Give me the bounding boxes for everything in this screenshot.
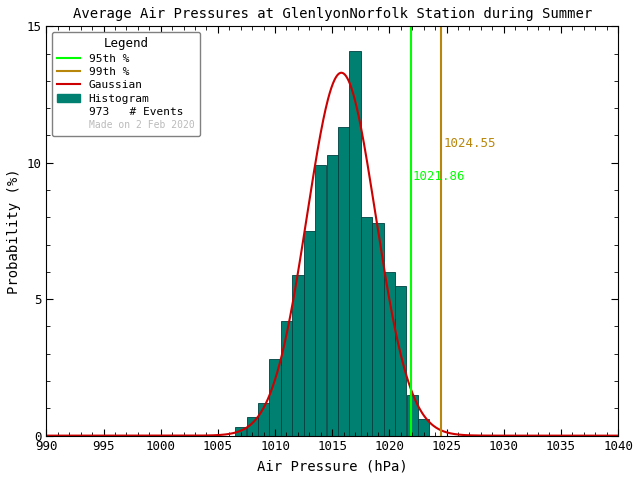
Bar — [338, 127, 349, 436]
Bar — [258, 403, 269, 436]
Gaussian — [42, 433, 50, 439]
Bar — [372, 223, 383, 436]
Bar — [361, 217, 372, 436]
Gaussian — [489, 433, 497, 439]
Gaussian — [337, 70, 345, 76]
Bar — [246, 417, 258, 436]
Bar — [396, 286, 406, 436]
Gaussian — [614, 433, 622, 439]
X-axis label: Air Pressure (hPa): Air Pressure (hPa) — [257, 459, 408, 473]
99th % — [438, 433, 445, 439]
Gaussian — [436, 427, 444, 432]
95th % — [407, 433, 415, 439]
Title: Average Air Pressures at GlenlyonNorfolk Station during Summer: Average Air Pressures at GlenlyonNorfolk… — [72, 7, 592, 21]
Bar — [326, 155, 338, 436]
Bar — [235, 428, 246, 436]
Bar — [418, 419, 429, 436]
Bar — [292, 275, 303, 436]
Text: 1021.86: 1021.86 — [413, 170, 465, 183]
Y-axis label: Probability (%): Probability (%) — [7, 168, 21, 294]
Legend: 95th %, 99th %, Gaussian, Histogram, 973   # Events, Made on 2 Feb 2020: 95th %, 99th %, Gaussian, Histogram, 973… — [52, 32, 200, 136]
Bar — [349, 51, 361, 436]
99th % — [438, 406, 445, 411]
Gaussian — [274, 368, 282, 374]
Line: Gaussian: Gaussian — [46, 73, 618, 436]
Gaussian — [101, 433, 109, 439]
Bar — [269, 359, 281, 436]
95th % — [407, 406, 415, 411]
Bar — [406, 395, 418, 436]
Bar — [304, 231, 315, 436]
Gaussian — [499, 433, 507, 439]
Bar — [281, 321, 292, 436]
Bar — [315, 166, 326, 436]
Bar — [384, 272, 395, 436]
Gaussian — [294, 268, 302, 274]
Text: 1024.55: 1024.55 — [444, 137, 496, 150]
